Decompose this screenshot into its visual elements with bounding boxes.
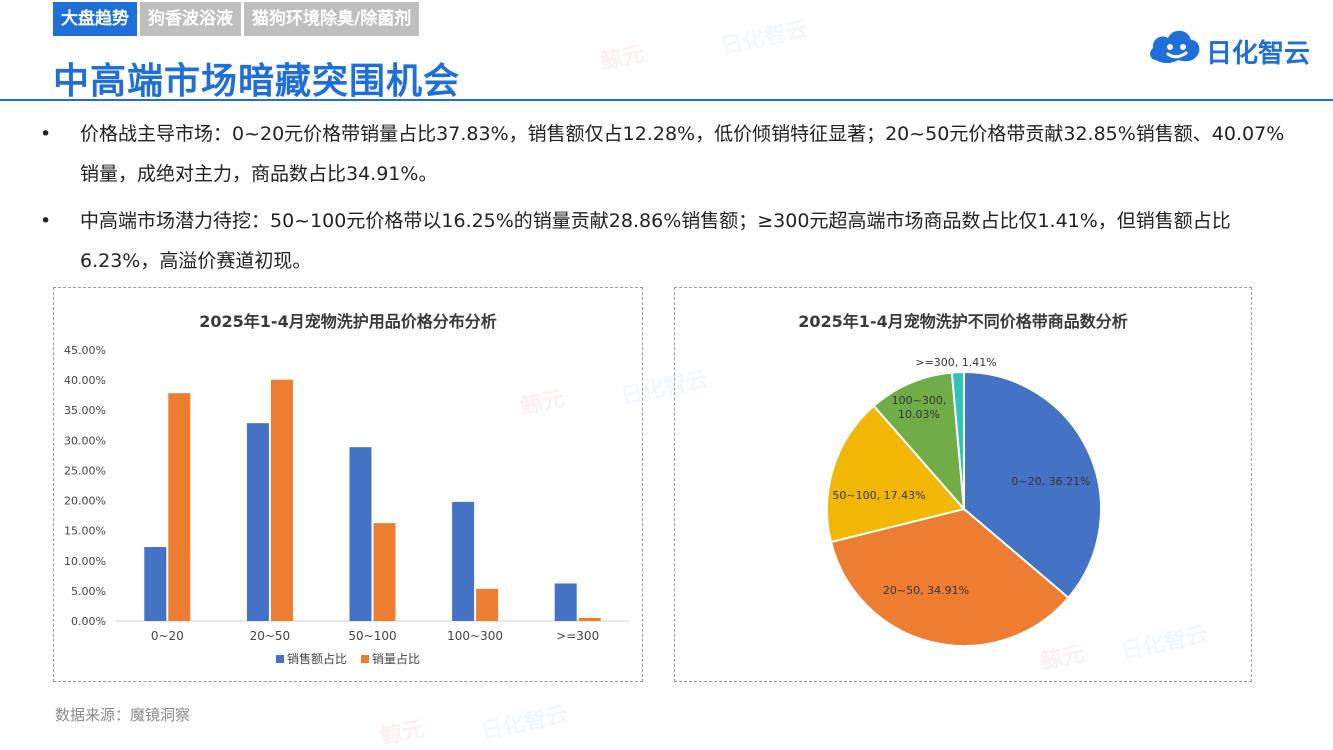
watermark-text: 日化智云 — [478, 702, 571, 745]
pie-data-label: 100~300, — [892, 394, 947, 407]
y-tick-label: 35.00% — [64, 404, 106, 417]
tab-deodorant[interactable]: 猫狗环境除臭/除菌剂 — [244, 2, 420, 36]
pie-data-label: 10.03% — [898, 408, 940, 421]
watermark-text: 鲸元 — [378, 716, 427, 750]
brand-logo: 日化智云 — [1148, 22, 1311, 78]
y-tick-label: 5.00% — [71, 585, 106, 598]
y-tick-label: 45.00% — [64, 344, 106, 357]
bar-销量占比 — [168, 393, 191, 621]
x-tick-label: 50~100 — [348, 629, 396, 643]
bar-chart-title: 2025年1-4月宠物洗护用品价格分布分析 — [199, 312, 497, 331]
bar-销售额占比 — [246, 423, 269, 621]
pie-slice — [872, 371, 966, 512]
y-tick-label: 30.00% — [64, 434, 106, 447]
pie-data-label: 20~50, 34.91% — [883, 584, 969, 597]
pie-data-label: 50~100, 17.43% — [832, 489, 925, 502]
bar-chart: 0.00% 5.00% 10.00% 15.00% 20.00% 25.00% 30.00%… — [64, 344, 629, 666]
bar-销售额占比 — [349, 447, 372, 621]
insight-text: 价格战主导市场：0~20元价格带销量占比37.83%，销售额仅占12.28%，低… — [80, 123, 1285, 185]
y-tick-label: 40.00% — [64, 374, 106, 387]
x-tick-label: 0~20 — [151, 629, 184, 643]
bullet-icon: • — [40, 210, 52, 232]
y-tick-label: 15.00% — [64, 525, 106, 538]
insight-list: • 价格战主导市场：0~20元价格带销量占比37.83%，销售额仅占12.28%… — [40, 114, 1300, 288]
pie-chart-panel: 2025年1-4月宠物洗护不同价格带商品数分析 0~20, 36.21% 20~5… — [674, 287, 1252, 682]
pie-slice — [829, 507, 1070, 647]
pie-slice — [826, 404, 966, 544]
tab-dog-shampoo[interactable]: 狗香波浴液 — [140, 2, 241, 36]
x-tick-label: >=300 — [556, 629, 599, 643]
y-tick-label: 25.00% — [64, 464, 106, 477]
tab-market-trend[interactable]: 大盘趋势 — [53, 2, 137, 36]
y-tick-label: 10.00% — [64, 555, 106, 568]
bullet-icon: • — [40, 123, 52, 145]
y-tick-label: 20.00% — [64, 495, 106, 508]
legend-label: 销量占比 — [372, 651, 420, 666]
insight-item: • 价格战主导市场：0~20元价格带销量占比37.83%，销售额仅占12.28%… — [40, 114, 1300, 194]
legend-swatch — [276, 655, 284, 663]
brand-name: 日化智云 — [1206, 39, 1311, 69]
pie-chart: 0~20, 36.21% 20~50, 34.91% 50~100, 17.43% 1… — [826, 356, 1102, 647]
bar-销售额占比 — [452, 501, 475, 621]
bar-销量占比 — [270, 379, 293, 621]
legend-swatch — [361, 655, 369, 663]
pie-data-label: >=300, 1.41% — [915, 356, 996, 369]
bar-销售额占比 — [554, 583, 577, 621]
watermark-text: 日化智云 — [718, 17, 811, 60]
pie-chart-title: 2025年1-4月宠物洗护不同价格带商品数分析 — [798, 312, 1128, 331]
x-tick-label: 100~300 — [447, 629, 503, 643]
bar-销售额占比 — [144, 547, 167, 621]
insight-item: • 中高端市场潜力待挖：50~100元价格带以16.25%的销量贡献28.86%… — [40, 201, 1300, 281]
tab-bar: 大盘趋势 狗香波浴液 猫狗环境除臭/除菌剂 — [53, 2, 422, 36]
bar-销量占比 — [578, 617, 601, 621]
y-tick-label: 0.00% — [71, 615, 106, 628]
legend-label: 销售额占比 — [287, 651, 347, 666]
data-source: 数据来源：魔镜洞察 — [55, 706, 191, 724]
watermark-text: 鲸元 — [598, 41, 647, 76]
cloud-face-icon — [1150, 30, 1200, 63]
bar-销量占比 — [476, 588, 499, 621]
bar-chart-panel: 2025年1-4月宠物洗护用品价格分布分析 0.00% 5.00% 10.00% 15… — [53, 287, 643, 682]
title-divider — [0, 99, 1333, 101]
insight-text: 中高端市场潜力待挖：50~100元价格带以16.25%的销量贡献28.86%销售… — [80, 210, 1231, 272]
bar-销量占比 — [373, 523, 396, 621]
pie-slice — [950, 370, 965, 510]
pie-data-label: 0~20, 36.21% — [1011, 475, 1090, 488]
page-title: 中高端市场暗藏突围机会 — [53, 61, 461, 102]
pie-slice — [963, 370, 1102, 600]
x-tick-label: 20~50 — [250, 629, 291, 643]
